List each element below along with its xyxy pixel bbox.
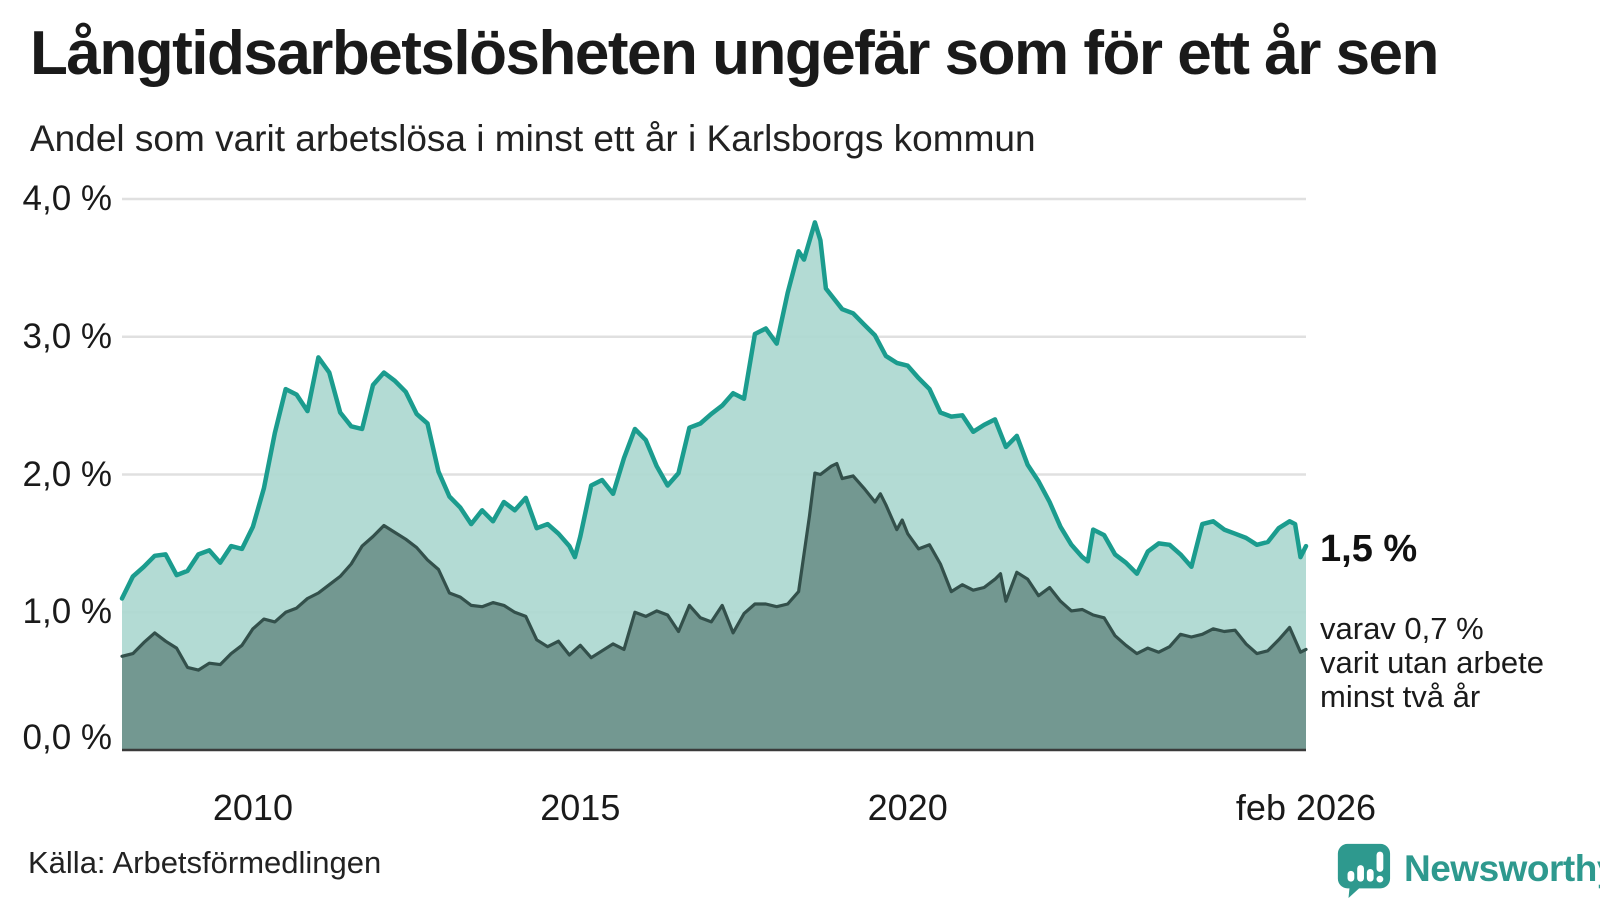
y-axis-label: 3,0 % <box>22 316 113 356</box>
area-fill-min-two-years <box>122 463 1306 750</box>
series-line-min-one-year <box>119 220 1309 601</box>
y-axis-label: 4,0 % <box>22 179 113 218</box>
chart-series <box>119 220 1309 750</box>
x-axis-label: 2015 <box>540 787 621 828</box>
source-note: Källa: Arbetsförmedlingen <box>28 845 382 880</box>
x-axis-label: feb 2026 <box>1235 787 1377 828</box>
newsworthy-logo-text: Newsworthy <box>1404 848 1600 889</box>
y-axis-label: 2,0 % <box>22 454 113 494</box>
x-axis-label: 2010 <box>212 787 293 828</box>
secondary-annotation: varav 0,7 % varit utan arbete minst två … <box>1320 612 1544 714</box>
page-subtitle: Andel som varit arbetslösa i minst ett å… <box>30 118 1036 159</box>
x-axis-label: 2020 <box>867 787 948 828</box>
page-title: Långtidsarbetslösheten ungefär som för e… <box>30 19 1439 88</box>
secondary-annotation-line: varit utan arbete <box>1320 645 1545 680</box>
secondary-annotation-line: minst två år <box>1320 679 1481 714</box>
y-axis-label: 1,0 % <box>22 592 113 632</box>
newsworthy-branding: Newsworthy <box>1334 840 1600 898</box>
series-line-min-two-years <box>120 461 1308 672</box>
latest-value-annotation: 1,5 % <box>1320 528 1418 570</box>
newsworthy-logo-icon <box>1337 843 1391 898</box>
secondary-annotation-line: varav 0,7 % <box>1320 611 1484 646</box>
y-axis-label: 0,0 % <box>22 718 113 757</box>
